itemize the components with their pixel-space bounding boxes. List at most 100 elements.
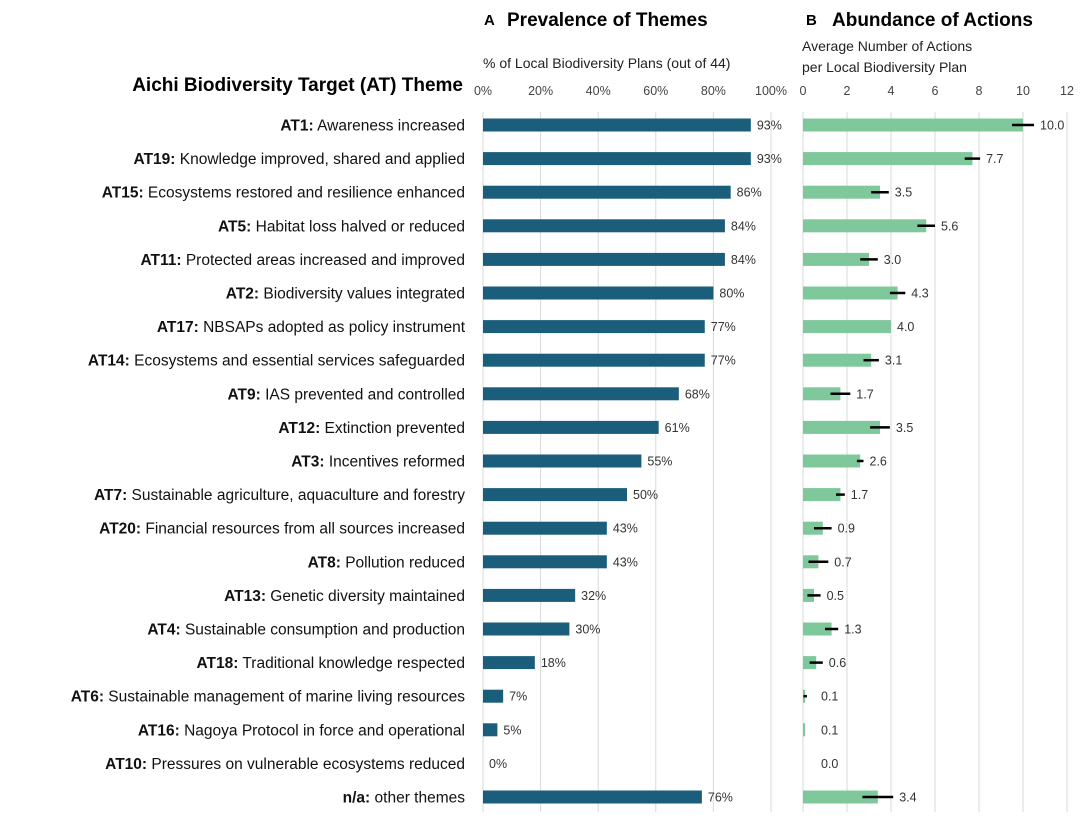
category-label: AT20: Financial resources from all sourc… (99, 521, 465, 538)
panel-b-bar (803, 252, 869, 266)
panel-b-bar-label: 4.0 (897, 320, 914, 334)
panel-b-bar (803, 152, 973, 166)
panel-b-bar (803, 353, 872, 367)
category-code: AT19: (134, 151, 176, 168)
panel-b-bar (803, 219, 927, 233)
panel-a-bar-label: 32% (581, 589, 606, 603)
category-code: AT12: (278, 420, 320, 437)
category-code: AT6: (71, 689, 104, 706)
panel-b-bar-label: 3.5 (896, 421, 913, 435)
panel-a-tick-label: 60% (643, 84, 668, 98)
category-label: AT10: Pressures on vulnerable ecosystems… (105, 756, 465, 773)
panel-a-bar-label: 61% (665, 421, 690, 435)
panel-b-bar-label: 1.3 (844, 623, 861, 637)
category-text: Financial resources from all sources inc… (141, 521, 465, 538)
category-label: AT4: Sustainable consumption and product… (147, 622, 465, 639)
category-code: AT1: (280, 118, 313, 135)
panel-b-bar (803, 723, 806, 737)
category-label: AT5: Habitat loss halved or reduced (218, 218, 465, 235)
category-text: Biodiversity values integrated (259, 286, 465, 303)
panel-b-bar-label: 1.7 (851, 488, 868, 502)
panel-a-tick-label: 80% (701, 84, 726, 98)
category-label: AT16: Nagoya Protocol in force and opera… (138, 722, 465, 739)
category-text: other themes (370, 790, 465, 807)
panel-b-bar-label: 3.1 (885, 354, 902, 368)
category-axis-title: Aichi Biodiversity Target (AT) Theme (132, 75, 463, 96)
panel-a-bar (483, 320, 705, 334)
panel-b-bar-label: 0.9 (838, 522, 855, 536)
panel-b-tick-label: 0 (800, 84, 807, 98)
panel-a-tick-label: 100% (755, 84, 787, 98)
panel-b-bar (803, 454, 861, 468)
panel-b-bar (803, 185, 880, 199)
panel-b-bar (803, 420, 880, 434)
panel-b-bar (803, 387, 841, 401)
category-label: AT11: Protected areas increased and impr… (140, 252, 465, 269)
category-label: AT17: NBSAPs adopted as policy instrumen… (157, 319, 466, 336)
category-text: Incentives reformed (325, 454, 465, 471)
panel-a-bar-label: 93% (757, 152, 782, 166)
category-text: Ecosystems and essential services safegu… (130, 353, 465, 370)
panel-a-bar-label: 50% (633, 488, 658, 502)
panel-b-bar-label: 4.3 (911, 287, 928, 301)
panel-a-bar (483, 219, 725, 233)
panel-b-bar-label: 10.0 (1040, 119, 1064, 133)
panel-a-tick-label: 0% (474, 84, 492, 98)
panel-a-tick-label: 40% (586, 84, 611, 98)
panel-a-bar (483, 353, 705, 367)
category-label: AT8: Pollution reduced (308, 554, 465, 571)
category-text: Sustainable consumption and production (181, 622, 465, 639)
panel-a-bar-label: 77% (711, 354, 736, 368)
category-text: Protected areas increased and improved (182, 252, 465, 269)
category-code: AT13: (224, 588, 266, 605)
panel-b-bar (803, 622, 832, 636)
category-code: AT16: (138, 722, 180, 739)
panel-b-tick-label: 12 (1060, 84, 1074, 98)
panel-a-bar (483, 723, 498, 737)
panel-b-tick-label: 2 (844, 84, 851, 98)
panel-a-bar-label: 18% (541, 656, 566, 670)
panel-a-bar (483, 588, 576, 602)
panel-b-bar-label: 0.6 (829, 656, 846, 670)
category-code: AT14: (88, 353, 130, 370)
panel-a-xlabel: % of Local Biodiversity Plans (out of 44… (483, 55, 730, 71)
panel-b-bar-label: 3.4 (899, 791, 916, 805)
category-code: AT15: (102, 185, 144, 202)
panel-b-bar (803, 488, 841, 502)
panel-b-bar (803, 118, 1023, 132)
category-code: AT8: (308, 554, 341, 571)
panel-a-bar-label: 43% (613, 555, 638, 569)
panel-a-letter: A (484, 12, 495, 29)
category-text: Awareness increased (314, 118, 465, 135)
panel-a-bar (483, 387, 679, 401)
panel-a-bar (483, 286, 714, 300)
category-text: Genetic diversity maintained (266, 588, 465, 605)
panel-a-bar (483, 689, 504, 703)
category-text: Sustainable agriculture, aquaculture and… (127, 487, 465, 504)
panel-a-tick-label: 20% (528, 84, 553, 98)
category-text: Pressures on vulnerable ecosystems reduc… (147, 756, 465, 773)
panel-b-bar-label: 0.5 (827, 589, 844, 603)
category-label: AT19: Knowledge improved, shared and app… (134, 151, 465, 168)
category-text: NBSAPs adopted as policy instrument (199, 319, 466, 336)
category-label: AT1: Awareness increased (280, 118, 465, 135)
category-label: AT7: Sustainable agriculture, aquacultur… (94, 487, 465, 504)
panel-a-bar-label: 93% (757, 119, 782, 133)
category-code: AT9: (227, 386, 260, 403)
category-code: AT17: (157, 319, 199, 336)
category-code: AT7: (94, 487, 127, 504)
panel-a-bar (483, 622, 570, 636)
panel-a-bar (483, 521, 607, 535)
category-code: AT5: (218, 218, 251, 235)
category-code: AT20: (99, 521, 141, 538)
panel-a-bar-label: 7% (509, 690, 527, 704)
category-text: Habitat loss halved or reduced (251, 218, 465, 235)
category-label: AT18: Traditional knowledge respected (196, 655, 465, 672)
category-text: Traditional knowledge respected (238, 655, 465, 672)
panel-a-bar-label: 84% (731, 253, 756, 267)
category-label: AT2: Biodiversity values integrated (226, 286, 465, 303)
panel-b-xlabel-line2: per Local Biodiversity Plan (802, 59, 967, 75)
category-text: Knowledge improved, shared and applied (175, 151, 465, 168)
panel-a-bar-label: 86% (737, 186, 762, 200)
panel-b-letter: B (806, 12, 817, 29)
